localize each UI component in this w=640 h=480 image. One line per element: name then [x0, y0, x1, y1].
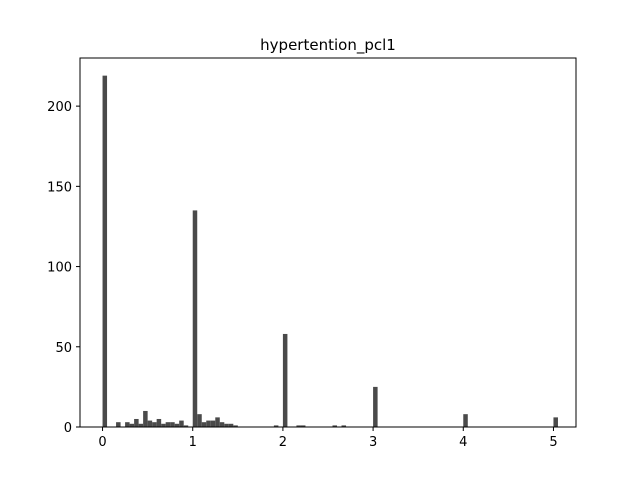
histogram-bar [300, 425, 306, 427]
histogram-bar [170, 422, 175, 427]
histogram-bar [102, 75, 108, 427]
histogram-bar [233, 425, 238, 427]
histogram-bar [228, 423, 234, 427]
x-tick-label: 4 [459, 435, 467, 450]
histogram-bar [152, 422, 157, 427]
bars-group [102, 75, 558, 427]
histogram-bar [296, 425, 301, 427]
histogram-bar [219, 422, 225, 427]
x-tick-label: 5 [549, 435, 557, 450]
x-tick-label: 1 [189, 435, 197, 450]
histogram-bar [282, 333, 288, 427]
chart-title: hypertention_pcl1 [260, 36, 396, 55]
histogram-bar [341, 425, 347, 427]
x-tick-label: 3 [369, 435, 377, 450]
histogram-bar [553, 417, 558, 427]
y-axis-ticks: 0 50 100 150 200 [47, 100, 80, 436]
y-tick-label: 200 [47, 100, 72, 115]
histogram-bar [125, 422, 130, 427]
histogram-bar [134, 418, 139, 427]
histogram-bar [138, 423, 144, 427]
histogram-bar [197, 414, 202, 427]
histogram-bar [192, 210, 198, 427]
histogram-bar [463, 414, 468, 427]
histogram-bar [201, 422, 207, 427]
y-tick-label: 150 [47, 180, 72, 195]
y-tick-label: 100 [47, 261, 72, 276]
histogram-bar [179, 420, 184, 427]
histogram-bar [129, 423, 135, 427]
histogram-bar [224, 423, 229, 427]
histogram-bar [215, 417, 220, 427]
histogram-bar [183, 425, 189, 427]
histogram-bar [116, 422, 121, 427]
histogram-bar [210, 420, 216, 427]
x-tick-label: 0 [98, 435, 106, 450]
histogram-bar [373, 386, 378, 427]
histogram-bar [165, 422, 171, 427]
histogram-bar [332, 425, 338, 427]
histogram-bar [206, 420, 211, 427]
y-tick-label: 0 [64, 421, 72, 436]
histogram-bar [174, 423, 180, 427]
x-tick-label: 2 [279, 435, 287, 450]
histogram-bar [147, 420, 153, 427]
histogram-bar [143, 410, 148, 427]
histogram-bar [156, 418, 162, 427]
histogram-bar [161, 423, 166, 427]
plot-frame [79, 57, 577, 428]
histogram-bar [273, 425, 279, 427]
x-axis-ticks: 0 1 2 3 4 5 [98, 427, 558, 450]
y-tick-label: 50 [55, 341, 72, 356]
